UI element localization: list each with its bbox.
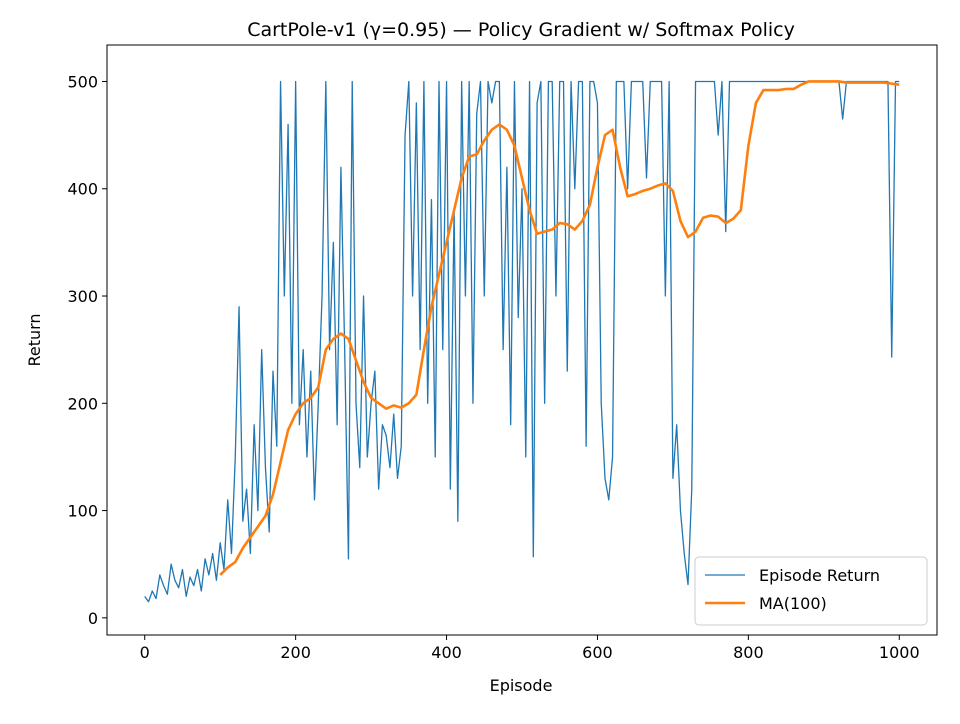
- y-tick-label: 400: [67, 180, 98, 199]
- legend-label: Episode Return: [759, 566, 880, 585]
- x-tick-label: 400: [431, 643, 462, 662]
- y-tick-label: 500: [67, 72, 98, 91]
- series-line: [144, 80, 900, 603]
- plot-frame: [106, 44, 938, 636]
- x-tick-label: 200: [280, 643, 311, 662]
- y-axis-label: Return: [25, 313, 44, 366]
- chart-title: CartPole-v1 (γ=0.95) — Policy Gradient w…: [247, 19, 795, 41]
- x-tick-label: 800: [733, 643, 764, 662]
- legend-box: [694, 556, 928, 626]
- y-tick-label: 300: [67, 287, 98, 306]
- y-tick-label: 200: [67, 394, 98, 413]
- y-tick-label: 0: [88, 609, 98, 628]
- y-tick-label: 100: [67, 502, 98, 521]
- legend-label: MA(100): [759, 594, 827, 613]
- x-tick-label: 1000: [879, 643, 920, 662]
- x-axis-label: Episode: [490, 676, 553, 695]
- series-line: [219, 80, 900, 576]
- x-tick-label: 0: [140, 643, 150, 662]
- x-tick-label: 600: [582, 643, 613, 662]
